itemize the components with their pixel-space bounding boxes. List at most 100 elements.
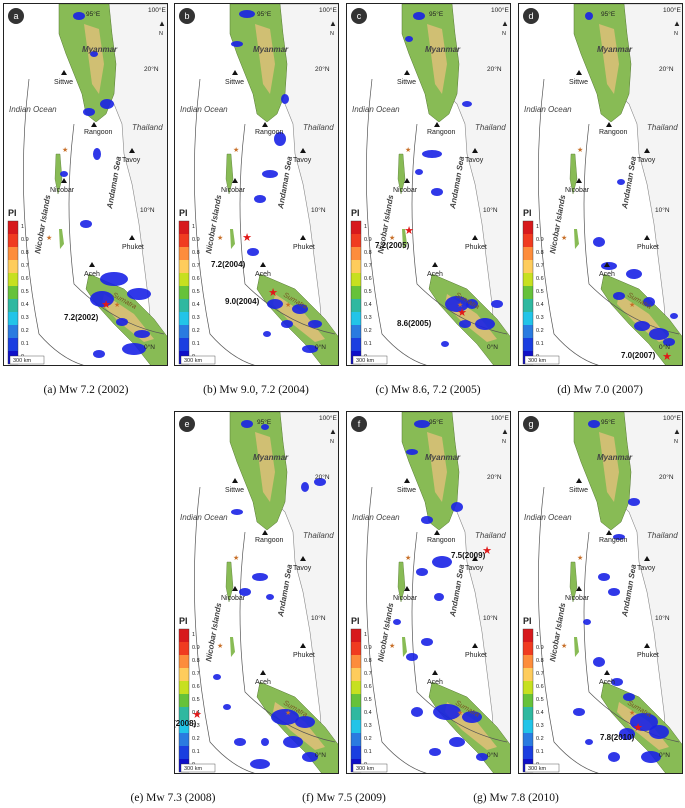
hotspot <box>413 12 425 20</box>
hotspot <box>462 711 482 723</box>
aceh-label: Aceh <box>427 679 443 686</box>
legend-swatch <box>179 629 189 642</box>
north-arrow-icon: ▲ <box>329 19 337 28</box>
phuket-label: Phuket <box>637 652 659 659</box>
myanmar-label: Myanmar <box>597 453 633 462</box>
hotspot <box>261 738 269 746</box>
quake-label: 7.3(2008) <box>175 719 197 728</box>
tavoy-label: Tavoy <box>465 157 484 164</box>
myanmar-land <box>229 412 288 531</box>
hotspot <box>406 653 418 661</box>
legend-tick: 0.4 <box>536 710 544 716</box>
hotspot <box>462 101 472 107</box>
lat-0: 0°N <box>659 751 670 759</box>
legend-title: PI <box>179 616 188 626</box>
legend-swatch <box>179 286 189 299</box>
legend-tick: 0.9 <box>364 237 372 243</box>
legend-title: PI <box>523 616 532 626</box>
north-label: N <box>330 439 334 445</box>
quake-star-icon: ★ <box>404 225 414 237</box>
north-label: N <box>502 31 506 37</box>
past-quake-icon: ★ <box>457 709 463 717</box>
hotspot <box>302 345 318 353</box>
city-marker-icon <box>404 478 410 483</box>
hotspot <box>434 593 444 601</box>
legend-swatch <box>523 642 533 655</box>
city-marker-icon <box>300 643 306 648</box>
hotspot <box>83 108 95 116</box>
city-marker-icon <box>61 70 67 75</box>
city-marker-icon <box>472 235 478 240</box>
panel-caption: (b) Mw 9.0, 7.2 (2004) <box>203 384 309 396</box>
hotspot <box>573 708 585 716</box>
legend-swatch <box>523 312 533 325</box>
legend-tick: 0.1 <box>364 749 372 755</box>
legend-swatch <box>8 260 18 273</box>
quake-label: 7.5(2009) <box>451 551 486 560</box>
legend-tick: 0.3 <box>364 315 372 321</box>
hotspot <box>593 657 605 667</box>
hotspot <box>476 753 488 761</box>
nicobar-label: Nicobar <box>221 187 246 194</box>
hotspot <box>641 751 661 763</box>
hotspot <box>414 420 430 428</box>
panel-letter: e <box>184 419 189 429</box>
quake-star-icon: ★ <box>633 722 643 734</box>
hotspot <box>283 736 303 748</box>
nicobar-islands-shape <box>230 637 235 657</box>
trench-outer <box>538 486 599 773</box>
legend-tick: 0.6 <box>364 684 372 690</box>
legend-swatch <box>179 681 189 694</box>
city-marker-icon <box>260 670 266 675</box>
hotspot <box>292 304 308 314</box>
city-marker-icon <box>232 478 238 483</box>
myanmar-highland <box>427 432 447 502</box>
panel-letter: a <box>13 11 18 21</box>
legend-swatch <box>8 338 18 351</box>
hotspot <box>122 343 146 355</box>
legend-swatch <box>351 286 361 299</box>
lat-0: 0°N <box>315 751 326 759</box>
scale-bar <box>9 355 45 365</box>
past-quake-icon: ★ <box>629 709 635 717</box>
panel-caption: (a) Mw 7.2 (2002) <box>43 384 129 396</box>
hotspot <box>100 99 114 109</box>
lon-tick-2: 100°E <box>663 6 681 14</box>
city-marker-icon <box>604 670 610 675</box>
legend-swatch <box>523 299 533 312</box>
north-arrow-icon: ▲ <box>158 19 166 28</box>
city-marker-icon <box>604 262 610 267</box>
sittwe-label: Sittwe <box>569 79 588 86</box>
myanmar-label: Myanmar <box>597 45 633 54</box>
past-quake-icon: ★ <box>457 301 463 309</box>
trench-inner <box>411 531 508 743</box>
hotspot <box>93 148 101 160</box>
andaman-islands <box>569 561 578 603</box>
phuket-label: Phuket <box>293 652 315 659</box>
lon-tick: 95°E <box>86 10 101 18</box>
legend-swatch <box>8 247 18 260</box>
legend-title: PI <box>523 208 532 218</box>
panel-letter-badge <box>179 416 195 432</box>
hotspot <box>583 619 591 625</box>
legend-tick: 0.7 <box>536 671 544 677</box>
legend-tick: 0.3 <box>536 723 544 729</box>
legend-swatch <box>351 260 361 273</box>
hotspot <box>598 573 610 581</box>
hotspot <box>411 707 423 717</box>
myanmar-highland <box>427 24 447 94</box>
legend-swatch <box>351 234 361 247</box>
legend-tick: 0.6 <box>536 684 544 690</box>
phuket-label: Phuket <box>122 244 144 251</box>
past-quake-icon: ★ <box>629 301 635 309</box>
legend-swatch <box>523 273 533 286</box>
rangoon-label: Rangoon <box>255 537 284 544</box>
city-marker-icon <box>89 262 95 267</box>
map-svg: ★ ★ ★ 95°E 100°E ▲ N Myanmar 20°N Sittwe Indian Oc… <box>347 412 510 773</box>
hotspot <box>314 478 326 486</box>
legend-swatch <box>8 312 18 325</box>
myanmar-land <box>401 4 460 123</box>
city-marker-icon <box>300 556 306 561</box>
hotspot <box>116 318 128 326</box>
map-svg: ★ ★ ★ 95°E 100°E ▲ N Myanmar 20°N Sittwe Indian Oc… <box>519 412 682 773</box>
